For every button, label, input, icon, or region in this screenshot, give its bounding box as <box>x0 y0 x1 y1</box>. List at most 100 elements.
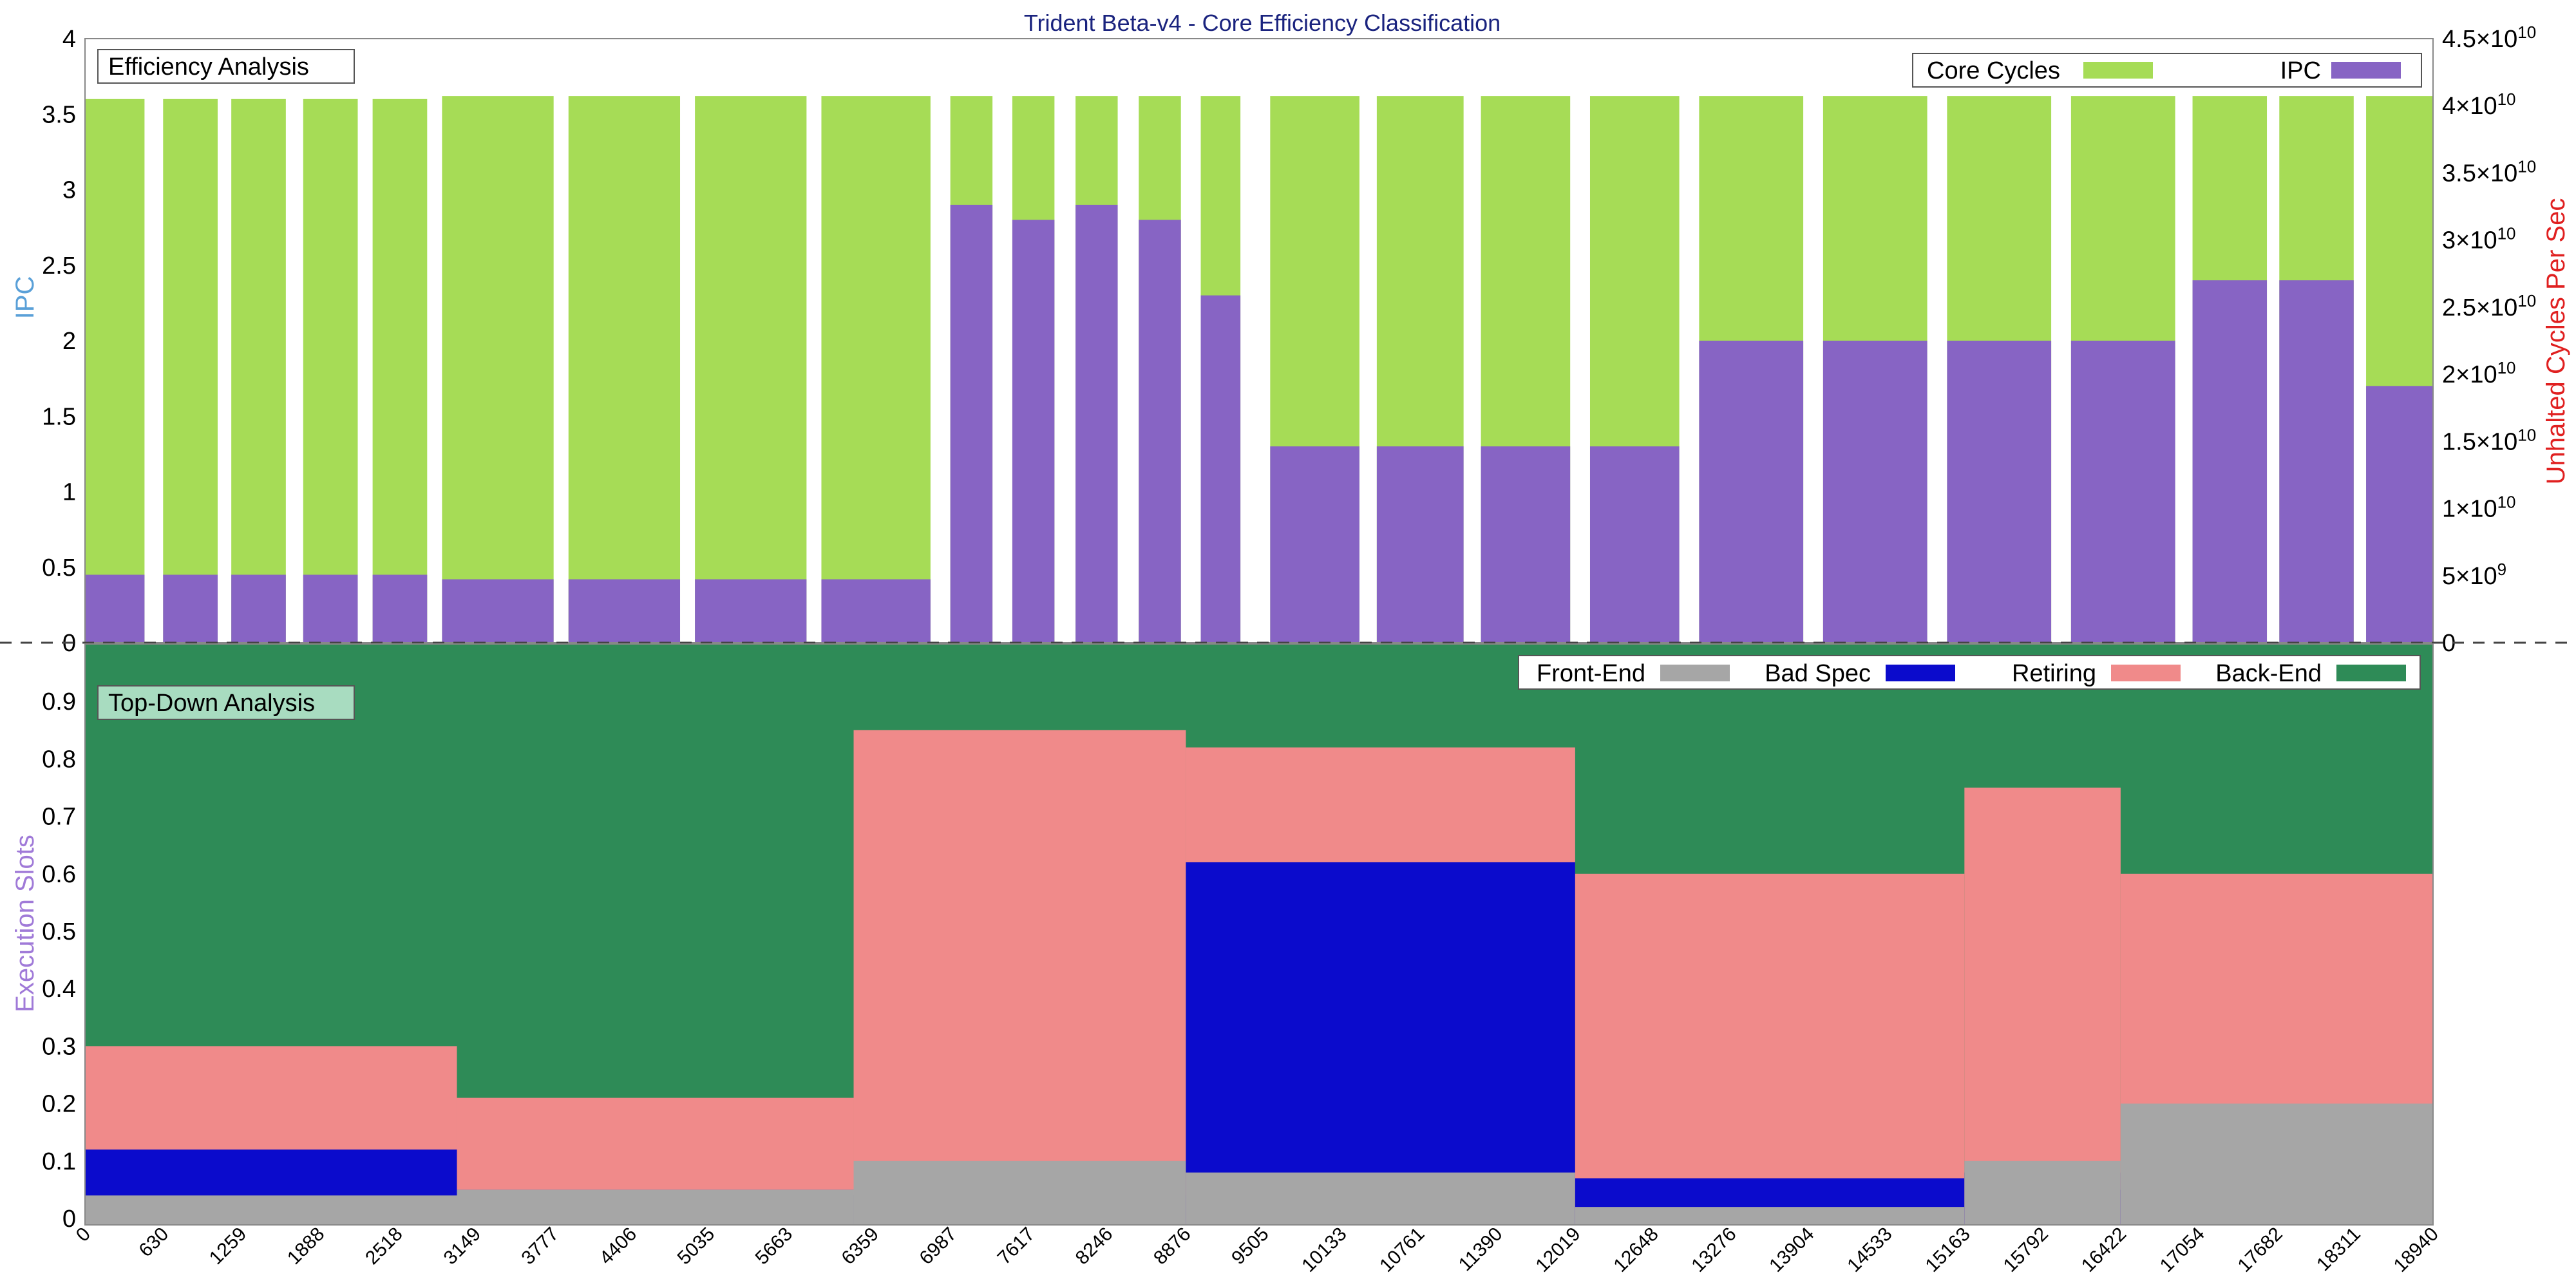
core-cycles-area-7 <box>695 96 807 643</box>
slots-axis-ticks: 0 0.1 0.2 0.3 0.4 0.5 0.6 0.7 0.8 0.9 <box>42 688 76 1233</box>
core-cycles-area-1 <box>163 99 218 643</box>
ipc-area-2 <box>231 574 286 643</box>
cycles-tick-2: 1×1010 <box>2442 493 2516 523</box>
front-end-area-1 <box>457 1189 854 1225</box>
cycles-tick-7: 3.5×1010 <box>2442 156 2536 187</box>
topdown-plot-frame <box>84 643 2434 1226</box>
ipc-area-21 <box>2070 341 2175 643</box>
legend-swatch-bad-spec <box>1886 665 1955 681</box>
x-tick-25: 15792 <box>2000 1224 2052 1276</box>
x-tick-24: 15163 <box>1922 1224 1975 1276</box>
ipc-area-12 <box>1139 220 1181 643</box>
ipc-tick-7: 3.5 <box>42 101 76 128</box>
legend-swatch-ipc <box>2331 62 2401 79</box>
legend-label-retiring: Retiring <box>2012 660 2096 687</box>
cycles-axis-ticks: 0 5×109 1×1010 1.5×1010 2×1010 2.5×1010 3×1010… <box>2442 23 2536 657</box>
x-tick-22: 13904 <box>1765 1224 1818 1276</box>
front-end-area-5 <box>1964 1160 2121 1225</box>
cycles-tick-5: 2.5×1010 <box>2442 291 2536 321</box>
slots-tick-1: 0.1 <box>42 1148 76 1175</box>
ipc-area-22 <box>2192 280 2268 643</box>
x-tick-30: 18940 <box>2390 1224 2443 1276</box>
ipc-area-14 <box>1270 446 1359 643</box>
efficiency-legend: Core Cycles IPC <box>1912 53 2422 88</box>
retiring-area-2 <box>853 730 1186 1225</box>
core-cycles-area-5 <box>442 96 554 643</box>
x-axis-ticks: 0 630 1259 1888 2518 3149 3777 4406 5035 5663 6359… <box>72 1224 2443 1276</box>
core-cycles-area-4 <box>372 99 428 643</box>
x-tick-20: 12648 <box>1609 1224 1662 1276</box>
legend-label-front-end: Front-End <box>1537 660 1645 687</box>
x-tick-8: 5035 <box>674 1224 719 1269</box>
cycles-tick-3: 1.5×1010 <box>2442 425 2536 455</box>
x-tick-13: 8246 <box>1072 1224 1117 1269</box>
x-tick-12: 7617 <box>994 1224 1039 1269</box>
x-tick-6: 3777 <box>517 1224 563 1269</box>
x-tick-28: 17682 <box>2233 1224 2286 1276</box>
x-tick-1: 630 <box>135 1224 173 1262</box>
cycles-axis-label: Unhalted Cycles Per Sec <box>2542 198 2570 485</box>
ipc-tick-8: 4 <box>62 26 76 53</box>
legend-swatch-front-end <box>1660 665 1730 681</box>
cycles-tick-0: 0 <box>2442 630 2456 657</box>
ipc-area-4 <box>372 574 428 643</box>
x-tick-7: 4406 <box>596 1224 641 1269</box>
ipc-area-3 <box>303 574 358 643</box>
ipc-area-23 <box>2279 280 2354 643</box>
legend-swatch-back-end <box>2336 665 2406 681</box>
cycles-tick-1: 5×109 <box>2442 560 2506 590</box>
x-tick-14: 8876 <box>1150 1224 1195 1269</box>
slots-tick-8: 0.8 <box>42 746 76 773</box>
ipc-tick-5: 2.5 <box>42 252 76 279</box>
ipc-axis-ticks: 00.511.522.533.54 <box>42 26 76 657</box>
ipc-area-16 <box>1481 446 1571 643</box>
cycles-tick-8: 4×1010 <box>2442 90 2516 120</box>
slots-tick-3: 0.3 <box>42 1033 76 1060</box>
slots-tick-2: 0.2 <box>42 1091 76 1118</box>
x-tick-27: 17054 <box>2156 1224 2209 1276</box>
bad-spec-area-3 <box>1186 862 1575 1225</box>
x-tick-4: 2518 <box>361 1224 407 1269</box>
x-tick-0: 0 <box>72 1224 95 1246</box>
ipc-area-8 <box>821 579 931 643</box>
front-end-area-4 <box>1575 1207 1965 1225</box>
ipc-tick-6: 3 <box>62 177 76 204</box>
ipc-area-0 <box>85 574 145 643</box>
ipc-area-5 <box>442 579 554 643</box>
efficiency-plot-area <box>85 96 2433 643</box>
legend-label-back-end: Back-End <box>2215 660 2322 687</box>
topdown-analysis-box: Top-Down Analysis <box>97 685 355 720</box>
x-tick-16: 10133 <box>1298 1224 1350 1276</box>
x-tick-5: 3149 <box>440 1224 486 1269</box>
chart-title: Trident Beta-v4 - Core Efficiency Classi… <box>1024 10 1501 36</box>
ipc-tick-1: 0.5 <box>42 554 76 582</box>
slots-axis-label: Execution Slots <box>11 835 39 1012</box>
cycles-tick-6: 3×1010 <box>2442 224 2516 254</box>
front-end-area-6 <box>2120 1103 2433 1225</box>
retiring-area-5 <box>1964 788 2121 1225</box>
ipc-area-9 <box>950 204 993 643</box>
efficiency-analysis-label: Efficiency Analysis <box>108 53 309 80</box>
slots-tick-9: 0.9 <box>42 688 76 715</box>
x-tick-9: 5663 <box>752 1224 797 1269</box>
ipc-tick-2: 1 <box>62 479 76 506</box>
slots-tick-6: 0.6 <box>42 861 76 888</box>
x-tick-17: 10761 <box>1376 1224 1428 1276</box>
legend-swatch-retiring <box>2111 665 2181 681</box>
x-tick-3: 1888 <box>283 1224 329 1269</box>
slots-tick-0: 0 <box>62 1206 76 1233</box>
ipc-area-11 <box>1075 204 1118 643</box>
core-cycles-area-2 <box>231 99 286 643</box>
x-tick-19: 12019 <box>1531 1224 1584 1276</box>
cycles-tick-4: 2×1010 <box>2442 358 2516 388</box>
core-cycles-area-3 <box>303 99 358 643</box>
topdown-analysis-box-bg <box>97 685 355 720</box>
efficiency-panel: 0 0.5 1 1.5 2 2.5 3 3.5 4 0 5×109 1×1010 1.5×1010 2×… <box>11 23 2570 657</box>
ipc-area-7 <box>695 579 807 643</box>
x-tick-18: 11390 <box>1455 1224 1507 1276</box>
x-tick-11: 6987 <box>915 1224 961 1269</box>
ipc-area-19 <box>1823 341 1927 643</box>
efficiency-analysis-box-bg <box>97 49 355 84</box>
ipc-area-17 <box>1589 446 1680 643</box>
